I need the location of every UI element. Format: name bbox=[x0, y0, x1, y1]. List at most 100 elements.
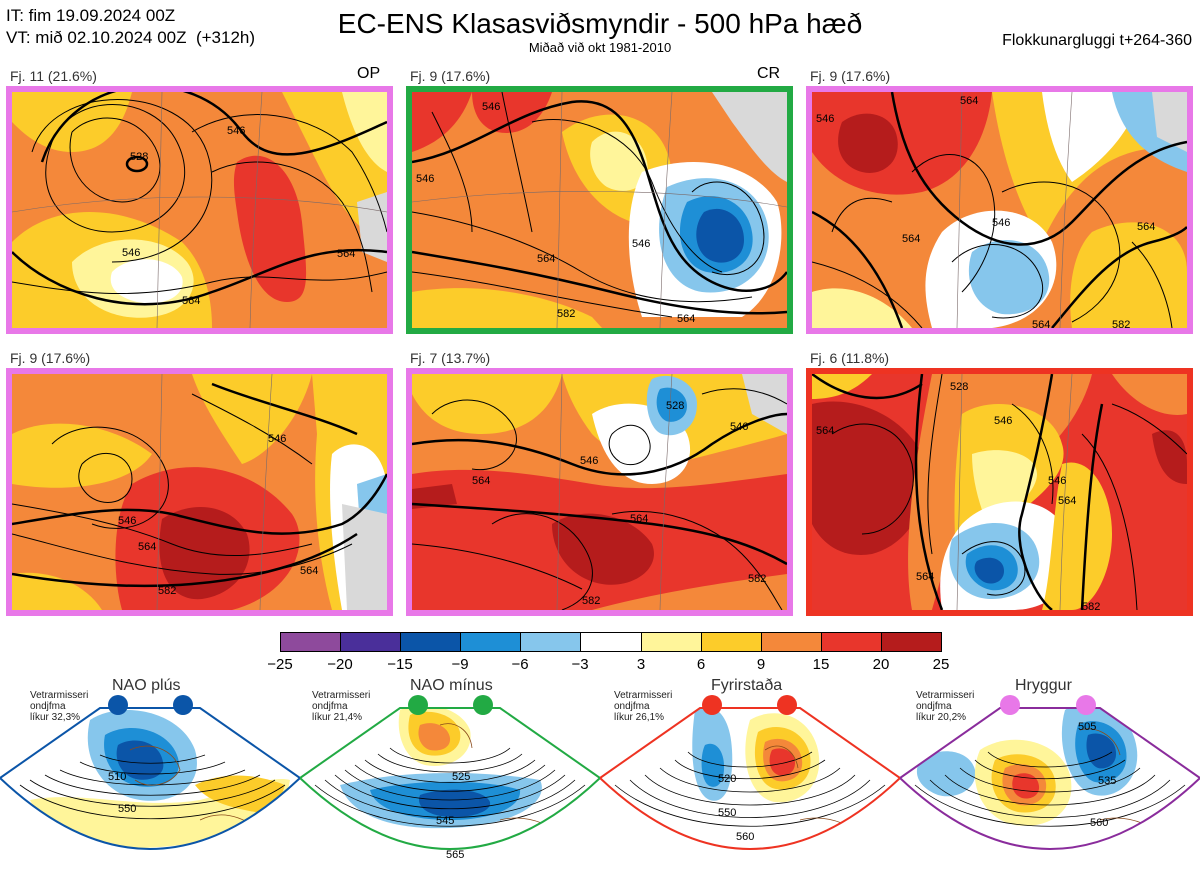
contour-label: 546 bbox=[416, 173, 434, 185]
contour-label: 565 bbox=[446, 849, 464, 861]
contour-label: 564 bbox=[138, 541, 156, 553]
regime-2-note: Vetrarmisseri ondjfma líkur 21,4% bbox=[312, 690, 371, 723]
colorbar-tick: −20 bbox=[327, 656, 353, 673]
contour-label: 564 bbox=[472, 475, 490, 487]
contour-label: 546 bbox=[730, 421, 748, 433]
contour-label: 564 bbox=[677, 313, 695, 325]
contour-label: 546 bbox=[122, 247, 140, 259]
page-subtitle: Miðað við okt 1981-2010 bbox=[528, 40, 672, 55]
colorbar-swatch bbox=[821, 633, 882, 651]
contour-label: 564 bbox=[916, 571, 934, 583]
colorbar-swatch bbox=[521, 633, 582, 651]
contour-label: 535 bbox=[1098, 775, 1116, 787]
contour-label: 546 bbox=[482, 101, 500, 113]
panel-2-label: Fj. 9 (17.6%) bbox=[410, 68, 491, 84]
panel-1-label: Fj. 11 (21.6%) bbox=[10, 68, 97, 84]
contour-label: 545 bbox=[436, 815, 454, 827]
colorbar-tick: 6 bbox=[696, 656, 706, 673]
cluster-window: Flokkunargluggi t+264-360 bbox=[1002, 32, 1192, 49]
colorbar-tick: −15 bbox=[387, 656, 413, 673]
regime-2-name: NAO mínus bbox=[410, 677, 493, 694]
colorbar-swatch bbox=[761, 633, 822, 651]
contour-label: 520 bbox=[718, 773, 736, 785]
contour-label: 546 bbox=[268, 433, 286, 445]
colorbar-tick: −25 bbox=[267, 656, 293, 673]
contour-label: 564 bbox=[537, 253, 555, 265]
colorbar-swatch bbox=[341, 633, 402, 651]
regime-4-name: Hryggur bbox=[1015, 677, 1072, 694]
contour-label: 582 bbox=[1082, 601, 1100, 610]
panel-1-tag: OP bbox=[357, 65, 381, 82]
panel-4-label: Fj. 9 (17.6%) bbox=[10, 350, 91, 366]
contour-label: 528 bbox=[950, 381, 968, 393]
contour-label: 582 bbox=[748, 573, 766, 585]
page-title: EC-ENS Klasasviðsmyndir - 500 hPa hæð bbox=[337, 8, 863, 39]
colorbar-tick: −9 bbox=[451, 656, 469, 673]
colorbar-tick: 3 bbox=[636, 656, 646, 673]
contour-label: 564 bbox=[1058, 495, 1076, 507]
cluster-map-1: 528 546 546 564 564 bbox=[6, 86, 393, 334]
regime-4-note: Vetrarmisseri ondjfma líkur 20,2% bbox=[916, 690, 975, 723]
panel-3-label: Fj. 9 (17.6%) bbox=[810, 68, 891, 84]
contour-label: 546 bbox=[1048, 475, 1066, 487]
contour-label: 550 bbox=[718, 807, 736, 819]
panel-5-label: Fj. 7 (13.7%) bbox=[410, 350, 491, 366]
colorbar-swatch bbox=[281, 633, 342, 651]
colorbar-swatch bbox=[701, 633, 762, 651]
colorbar-swatch bbox=[401, 633, 462, 651]
contour-label: 528 bbox=[130, 151, 148, 163]
contour-label: 564 bbox=[630, 513, 648, 525]
contour-label: 564 bbox=[300, 565, 318, 577]
contour-label: 546 bbox=[118, 515, 136, 527]
contour-label: 560 bbox=[736, 831, 754, 843]
contour-label: 528 bbox=[666, 400, 684, 412]
colorbar-swatch bbox=[461, 633, 522, 651]
valid-time: VT: mið 02.10.2024 00Z (+312h) bbox=[6, 28, 256, 47]
colorbar-swatch bbox=[581, 633, 642, 651]
regime-map-nao-minus: 525 545 565 bbox=[300, 695, 600, 861]
colorbar bbox=[280, 632, 942, 652]
panel-6-label: Fj. 6 (11.8%) bbox=[810, 350, 890, 366]
panel-2-tag: CR bbox=[757, 65, 781, 82]
contour-label: 582 bbox=[557, 308, 575, 320]
regime-1-note: Vetrarmisseri ondjfma líkur 32,3% bbox=[30, 690, 89, 723]
contour-label: 564 bbox=[1032, 319, 1050, 328]
colorbar-tick: 20 bbox=[872, 656, 890, 673]
contour-label: 510 bbox=[108, 771, 126, 783]
cluster-map-5: 528 546 546 564 564 582 582 bbox=[406, 368, 793, 616]
colorbar-tick: 9 bbox=[756, 656, 766, 673]
regime-1-name: NAO plús bbox=[112, 677, 181, 694]
contour-label: 582 bbox=[1112, 319, 1130, 328]
contour-label: 564 bbox=[816, 425, 834, 437]
contour-label: 546 bbox=[816, 113, 834, 125]
regime-map-nao-plus: 510 550 bbox=[0, 695, 300, 850]
contour-label: 525 bbox=[452, 771, 470, 783]
colorbar-swatch bbox=[881, 633, 942, 651]
contour-label: 546 bbox=[580, 455, 598, 467]
colorbar-tick: 15 bbox=[812, 656, 830, 673]
colorbar-tick: 25 bbox=[932, 656, 950, 673]
cluster-map-2: 546 546 546 564 564 582 bbox=[406, 86, 793, 334]
regime-map-ridge: 505 535 560 bbox=[900, 695, 1200, 850]
contour-label: 564 bbox=[182, 295, 200, 307]
contour-label: 546 bbox=[227, 125, 245, 137]
colorbar-swatch bbox=[641, 633, 702, 651]
colorbar-tick: −3 bbox=[571, 656, 589, 673]
issue-time: IT: fim 19.09.2024 00Z bbox=[6, 6, 176, 25]
contour-label: 564 bbox=[337, 248, 355, 260]
contour-label: 546 bbox=[632, 238, 650, 250]
cluster-map-3: 546 546 564 564 564 564 582 bbox=[806, 86, 1193, 334]
cluster-map-6: 528 546 546 564 564 564 582 bbox=[806, 368, 1193, 616]
contour-label: 564 bbox=[1137, 221, 1155, 233]
contour-label: 546 bbox=[992, 217, 1010, 229]
contour-label: 564 bbox=[960, 95, 978, 107]
regime-map-blocking: 520 550 560 bbox=[600, 695, 900, 850]
colorbar-tick: −6 bbox=[511, 656, 529, 673]
contour-label: 564 bbox=[902, 233, 920, 245]
contour-label: 546 bbox=[994, 415, 1012, 427]
contour-label: 582 bbox=[582, 595, 600, 607]
cluster-map-4: 546 546 564 564 582 bbox=[6, 368, 393, 616]
regime-3-name: Fyrirstaða bbox=[711, 677, 783, 694]
contour-label: 560 bbox=[1090, 817, 1108, 829]
contour-label: 505 bbox=[1078, 721, 1096, 733]
